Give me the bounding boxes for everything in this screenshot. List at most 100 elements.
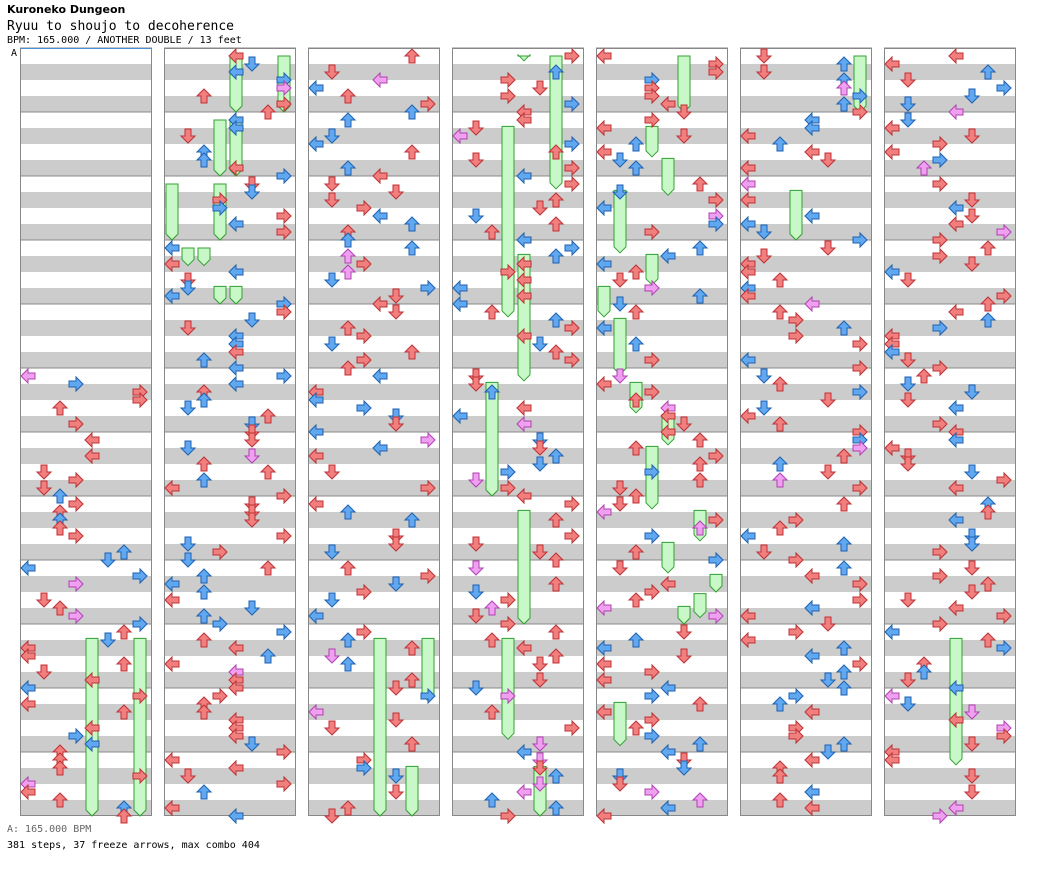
arrow-left-icon	[660, 423, 676, 441]
arrow-down-icon	[467, 608, 485, 624]
arrow-right-icon	[852, 231, 868, 249]
arrow-down-icon	[323, 272, 341, 288]
arrow-right-icon	[420, 479, 436, 497]
arrow-left-icon	[308, 703, 324, 721]
arrow-right-icon	[932, 415, 948, 433]
bpm-summary: A: 165.000 BPM	[7, 824, 92, 835]
arrow-right-icon	[356, 351, 372, 369]
arrow-right-icon	[644, 687, 660, 705]
arrow-left-icon	[516, 327, 532, 345]
beat-stripe	[740, 512, 872, 528]
arrow-up-icon	[835, 56, 853, 72]
beat-stripe	[164, 768, 296, 784]
beat-stripe	[20, 576, 152, 592]
arrow-down-icon	[899, 392, 917, 408]
arrow-up-icon	[195, 152, 213, 168]
freeze-arrow	[373, 637, 387, 817]
arrow-right-icon	[852, 479, 868, 497]
arrow-left-icon	[740, 527, 756, 545]
arrow-up-icon	[483, 304, 501, 320]
arrow-left-icon	[308, 607, 324, 625]
arrow-left-icon	[20, 647, 36, 665]
arrow-down-icon	[531, 200, 549, 216]
arrow-down-icon	[611, 272, 629, 288]
beat-stripe	[20, 256, 152, 272]
arrow-up-icon	[547, 768, 565, 784]
arrow-down-icon	[467, 120, 485, 136]
arrow-down-icon	[819, 464, 837, 480]
arrow-down-icon	[963, 784, 981, 800]
beat-stripe	[596, 480, 728, 496]
arrow-left-icon	[84, 671, 100, 689]
arrow-up-icon	[195, 568, 213, 584]
chart-info: BPM: 165.000 / ANOTHER DOUBLE / 13 feet	[7, 35, 242, 46]
arrow-right-icon	[356, 327, 372, 345]
arrow-down-icon	[899, 72, 917, 88]
arrow-up-icon	[339, 88, 357, 104]
beat-stripe	[740, 224, 872, 240]
arrow-left-icon	[948, 215, 964, 233]
arrow-left-icon	[660, 679, 676, 697]
arrow-left-icon	[452, 407, 468, 425]
arrow-down-icon	[755, 48, 773, 64]
arrow-left-icon	[372, 71, 388, 89]
arrow-right-icon	[644, 663, 660, 681]
arrow-up-icon	[627, 720, 645, 736]
arrow-right-icon	[564, 135, 580, 153]
arrow-down-icon	[819, 672, 837, 688]
arrow-right-icon	[276, 527, 292, 545]
arrow-up-icon	[195, 704, 213, 720]
arrow-up-icon	[51, 760, 69, 776]
arrow-down-icon	[323, 592, 341, 608]
arrow-left-icon	[372, 167, 388, 185]
freeze-arrow	[517, 53, 531, 62]
arrow-up-icon	[403, 344, 421, 360]
arrow-right-icon	[996, 223, 1012, 241]
arrow-left-icon	[20, 367, 36, 385]
beat-stripe	[596, 768, 728, 784]
freeze-arrow	[133, 637, 147, 817]
beat-stripe	[596, 224, 728, 240]
arrow-left-icon	[740, 175, 756, 193]
beat-stripe	[596, 64, 728, 80]
arrow-up-icon	[403, 672, 421, 688]
arrow-down-icon	[243, 56, 261, 72]
beat-stripe	[740, 64, 872, 80]
arrow-left-icon	[660, 95, 676, 113]
arrow-up-icon	[627, 336, 645, 352]
arrow-left-icon	[804, 647, 820, 665]
arrow-up-icon	[627, 544, 645, 560]
arrow-up-icon	[771, 416, 789, 432]
arrow-up-icon	[339, 632, 357, 648]
arrow-up-icon	[339, 560, 357, 576]
arrow-right-icon	[788, 311, 804, 329]
beat-stripe	[596, 320, 728, 336]
freeze-arrow	[213, 119, 227, 177]
beat-stripe	[740, 416, 872, 432]
arrow-down-icon	[179, 768, 197, 784]
arrow-right-icon	[564, 319, 580, 337]
arrow-down-icon	[243, 512, 261, 528]
beat-stripe	[20, 64, 152, 80]
arrow-right-icon	[788, 727, 804, 745]
beat-stripe	[596, 256, 728, 272]
arrow-right-icon	[708, 191, 724, 209]
arrow-up-icon	[835, 560, 853, 576]
arrow-left-icon	[804, 799, 820, 817]
arrow-down-icon	[387, 288, 405, 304]
arrow-down-icon	[35, 664, 53, 680]
arrow-down-icon	[531, 656, 549, 672]
arrow-left-icon	[228, 727, 244, 745]
beat-stripe	[884, 320, 1016, 336]
arrow-right-icon	[68, 527, 84, 545]
arrow-left-icon	[948, 679, 964, 697]
beat-stripe	[164, 480, 296, 496]
arrow-up-icon	[547, 624, 565, 640]
arrow-right-icon	[708, 63, 724, 81]
beat-stripe	[596, 288, 728, 304]
arrow-down-icon	[963, 384, 981, 400]
column-border	[596, 48, 728, 816]
arrow-up-icon	[547, 216, 565, 232]
arrow-right-icon	[644, 111, 660, 129]
arrow-up-icon	[195, 632, 213, 648]
